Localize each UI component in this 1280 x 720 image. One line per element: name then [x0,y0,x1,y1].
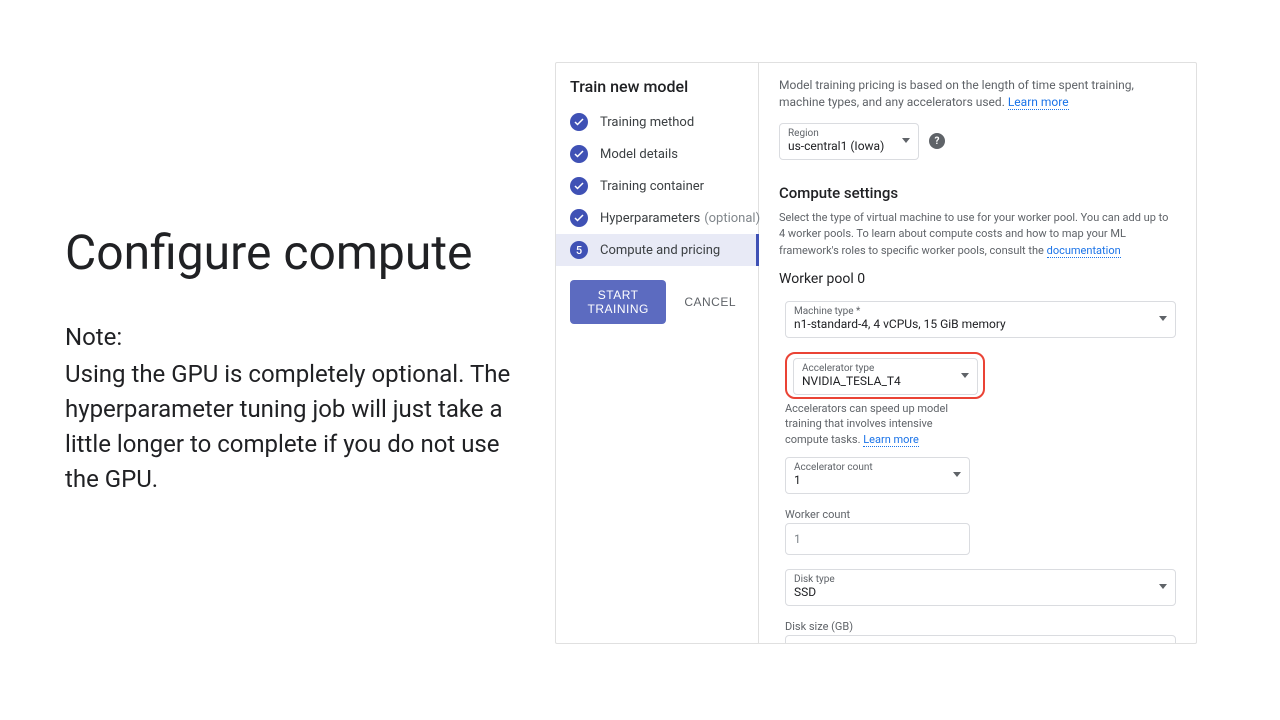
disk-type-select[interactable]: Disk type SSD [785,569,1176,606]
step-label: Training method [600,115,694,130]
accelerator-count-select[interactable]: Accelerator count 1 [785,457,970,494]
chevron-down-icon [953,472,961,477]
accelerator-type-select[interactable]: Accelerator type NVIDIA_TESLA_T4 [793,358,978,395]
accelerator-type-value: NVIDIA_TESLA_T4 [802,374,901,388]
region-label: Region [788,128,884,139]
step-optional: (optional) [704,211,760,226]
worker-count-input[interactable]: 1 [785,523,970,555]
machine-type-label: Machine type * [794,306,1006,317]
step-label: Compute and pricing [600,243,720,258]
learn-more-link[interactable]: Learn more [1008,95,1069,110]
step-training-method[interactable]: Training method [556,106,758,138]
check-icon [570,145,588,163]
chevron-down-icon [1159,316,1167,321]
documentation-link[interactable]: documentation [1047,244,1121,258]
start-training-button[interactable]: START TRAINING [570,280,666,324]
train-model-dialog: Train new model Training method Model de… [555,62,1197,644]
presentation-text: Configure compute Note: Using the GPU is… [0,0,555,720]
step-label: Hyperparameters [600,211,700,226]
cancel-button[interactable]: CANCEL [676,280,744,324]
disk-type-value: SSD [794,585,835,599]
chevron-down-icon [961,373,969,378]
region-value: us-central1 (Iowa) [788,139,884,153]
learn-more-accel-link[interactable]: Learn more [863,433,919,447]
step-number-icon: 5 [570,241,588,259]
step-compute-pricing[interactable]: 5 Compute and pricing [556,234,759,266]
disk-size-label: Disk size (GB) [785,620,1176,633]
accelerator-highlight: Accelerator type NVIDIA_TESLA_T4 [785,352,985,399]
pricing-description: Model training pricing is based on the l… [779,77,1176,111]
compute-settings-title: Compute settings [779,184,1176,202]
accelerator-helper: Accelerators can speed up model training… [785,401,970,447]
chevron-down-icon [1159,584,1167,589]
machine-type-select[interactable]: Machine type * n1-standard-4, 4 vCPUs, 1… [785,301,1176,338]
check-icon [570,209,588,227]
accelerator-count-value: 1 [794,473,873,487]
note-body: Using the GPU is completely optional. Th… [65,357,515,496]
step-label: Training container [600,179,704,194]
disk-size-input[interactable]: 100 [785,635,1176,643]
machine-type-value: n1-standard-4, 4 vCPUs, 15 GiB memory [794,317,1006,331]
step-hyperparameters[interactable]: Hyperparameters (optional) [556,202,758,234]
region-select[interactable]: Region us-central1 (Iowa) [779,123,919,160]
slide-title: Configure compute [65,223,515,283]
accelerator-type-label: Accelerator type [802,363,901,374]
check-icon [570,177,588,195]
stepper-sidebar: Train new model Training method Model de… [556,63,759,643]
help-icon[interactable]: ? [929,133,945,149]
compute-settings-desc: Select the type of virtual machine to us… [779,210,1176,260]
disk-type-label: Disk type [794,574,835,585]
note-heading: Note: [65,323,515,351]
accelerator-count-label: Accelerator count [794,462,873,473]
check-icon [570,113,588,131]
step-label: Model details [600,147,678,162]
worker-count-label: Worker count [785,508,1176,521]
dialog-title: Train new model [556,77,758,106]
chevron-down-icon [902,138,910,143]
main-content: Model training pricing is based on the l… [759,63,1196,643]
worker-pool-title: Worker pool 0 [779,271,1176,287]
step-training-container[interactable]: Training container [556,170,758,202]
step-model-details[interactable]: Model details [556,138,758,170]
